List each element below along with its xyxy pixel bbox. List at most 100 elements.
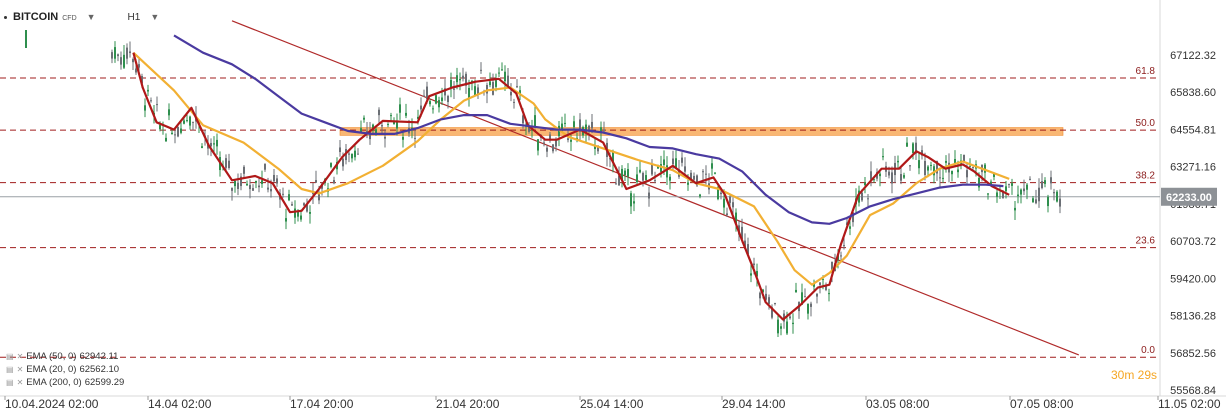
symbol-bar[interactable]: BITCOIN CFD ▼ H1 ▼ [4,8,159,26]
candle-body [600,127,602,133]
candle-body [897,160,899,163]
candle-body [621,168,623,181]
candle-body [657,166,659,169]
ema-line[interactable] [132,52,1010,321]
candle-body [1053,192,1055,194]
candle-body [921,150,923,156]
candle-body [987,193,989,195]
candle-body [501,69,503,71]
candle-body [702,171,704,173]
candle-body [453,88,455,90]
legend-row-ema200[interactable]: ▤ ✕ EMA (200, 0) 62599.29 [6,376,124,389]
candle-body [474,86,476,97]
chevron-down-icon[interactable]: ▼ [86,12,96,22]
candle-body [183,120,185,124]
candle-body [648,192,650,199]
close-icon[interactable]: ✕ [16,352,24,361]
candle-body [867,198,869,200]
close-icon[interactable]: ✕ [16,365,24,374]
candle-body [282,193,284,195]
candle-body [1044,180,1046,184]
candle-body [630,193,632,207]
y-tick-label: 56852.56 [1170,348,1216,360]
candle-body [675,158,677,168]
candle-body [597,145,599,152]
timeframe-selector[interactable]: H1 [127,11,141,23]
candle-body [423,95,425,97]
candle-body [276,178,278,184]
candle-body [792,322,794,325]
candle-body [387,124,389,126]
x-tick-label: 29.04 14:00 [722,397,786,411]
candle-body [888,171,890,176]
candle-body [900,174,902,181]
candle-body [561,123,563,133]
candle-body [705,173,707,175]
candle-body [129,51,131,54]
chevron-down-icon[interactable]: ▼ [150,12,160,22]
candle-body [777,319,779,334]
candle-body [756,271,758,277]
candle-body [711,163,713,169]
candle-body [216,139,218,147]
x-tick-label: 25.04 14:00 [580,397,644,411]
candle-body [546,147,548,152]
candle-body [411,127,413,129]
candle-body [552,144,554,152]
resistance-zone[interactable] [339,127,1064,136]
candle-body [402,136,404,140]
candle-body [816,293,818,297]
settings-icon[interactable]: ▤ [6,365,14,374]
settings-icon[interactable]: ▤ [6,352,14,361]
candle-body [225,158,227,168]
candle-body [843,245,845,247]
candle-body [528,126,530,132]
indicator-value: 62599.29 [84,377,125,388]
candle-body [639,169,641,173]
candle-body [504,71,506,82]
candle-body [663,159,665,165]
x-tick-label: 10.04.2024 02:00 [5,397,99,411]
candle-body [426,86,428,100]
candle-body [510,91,512,96]
fib-level-label: 0.0 [1141,345,1155,356]
candle-body [1017,194,1019,197]
candle-body [573,121,575,128]
candle-body [972,167,974,169]
close-icon[interactable]: ✕ [16,378,24,387]
y-tick-label: 59420.00 [1170,273,1216,285]
candle-body [156,104,158,106]
candle-body [789,316,791,319]
legend-row-ema50[interactable]: ▤ ✕ EMA (50, 0) 62942.11 [6,350,124,363]
candle-body [585,124,587,134]
candle-body [390,115,392,117]
candle-body [405,112,407,116]
candle-body [414,137,416,139]
candle-body [144,105,146,111]
y-tick-label: 58136.28 [1170,311,1216,323]
candle-body [258,185,260,188]
candle-body [168,109,170,116]
legend-row-ema20[interactable]: ▤ ✕ EMA (20, 0) 62562.10 [6,363,124,376]
candle-body [747,244,749,255]
instrument-type: CFD [62,15,77,22]
candle-body [1041,181,1043,189]
candle-body [732,202,734,208]
settings-icon[interactable]: ▤ [6,378,14,387]
trendline[interactable] [231,20,1080,356]
candle-body [1008,183,1010,185]
symbol-name: BITCOIN [13,11,59,23]
candle-body [819,282,821,285]
candle-body [1029,178,1031,180]
candle-body [438,100,440,108]
ema-line[interactable] [132,51,1010,286]
candle-body [918,160,920,169]
candle-body [201,146,203,148]
candle-body [522,115,524,124]
candle-body [309,211,311,214]
candle-body [420,105,422,110]
candle-body [690,172,692,181]
ema-line[interactable] [173,34,1004,225]
y-tick-label: 60703.72 [1170,236,1216,248]
